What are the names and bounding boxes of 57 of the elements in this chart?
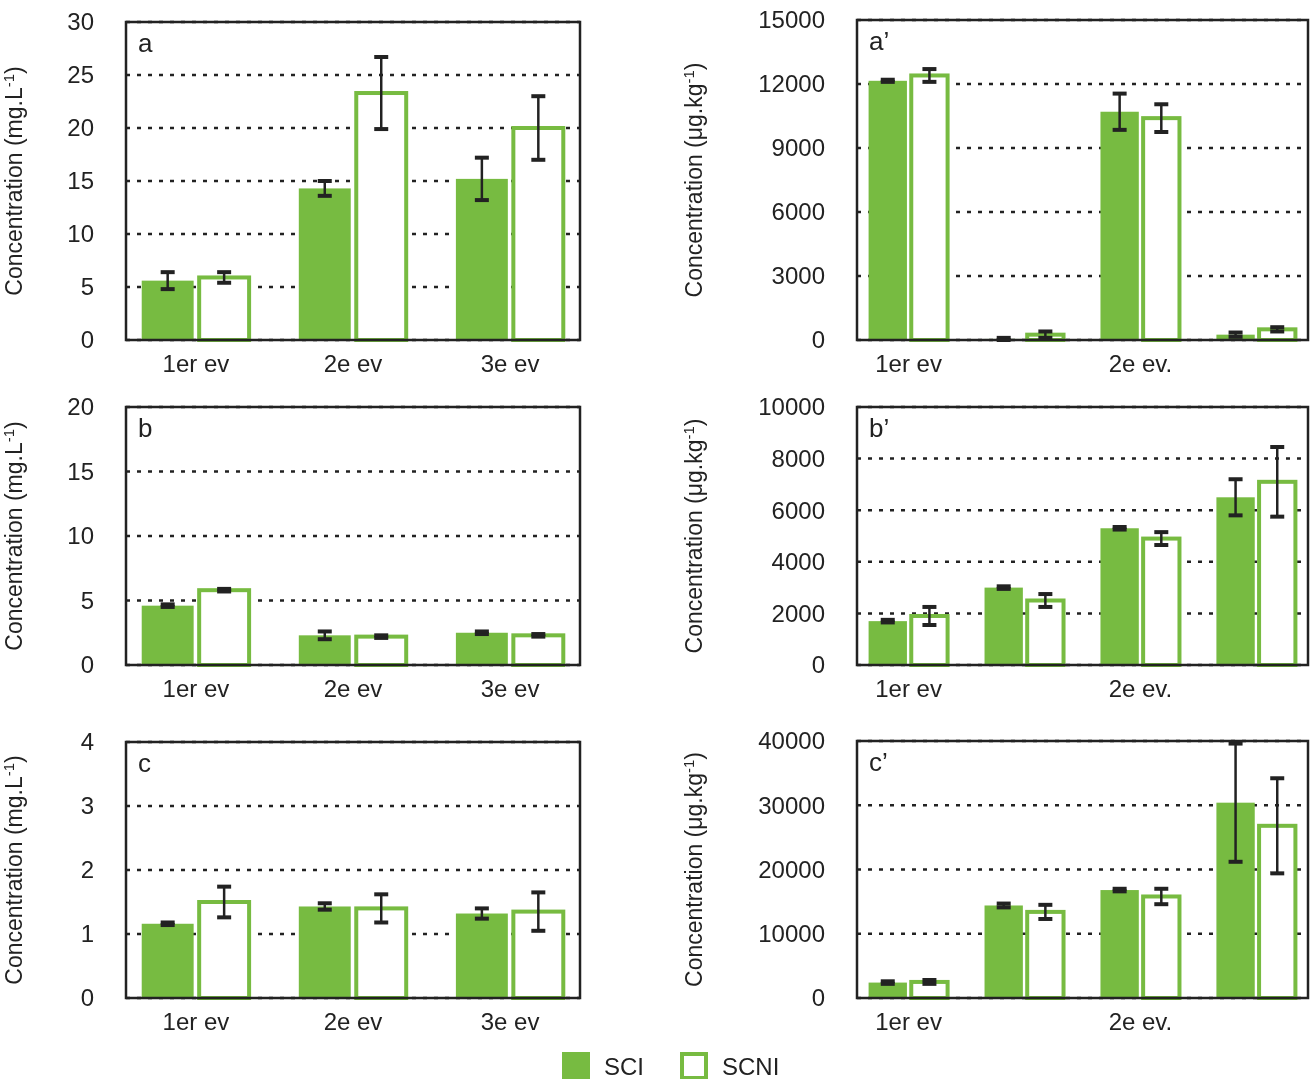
- y-tick-label: 1: [80, 920, 94, 948]
- x-tick-label: 2e ev.: [1108, 350, 1173, 377]
- y-tick-label: 10: [67, 522, 94, 550]
- chart-title: b: [138, 413, 153, 443]
- y-tick-label: 10000: [758, 393, 825, 421]
- y-tick-label: 0: [811, 651, 825, 679]
- chart-title: b’: [869, 413, 890, 443]
- y-tick-label: 5: [80, 273, 94, 301]
- y-tick-label: 20000: [758, 855, 825, 883]
- x-tick-label: 2e ev: [323, 675, 383, 702]
- y-tick-label: 4000: [771, 548, 825, 576]
- y-tick-label: 0: [80, 326, 94, 354]
- y-tick-label: 3000: [771, 262, 825, 290]
- x-tick-label: 1er ev: [162, 675, 230, 702]
- chart-title: c: [138, 748, 151, 778]
- chart-title: a’: [869, 26, 890, 56]
- x-tick-label: 1er ev: [162, 350, 230, 377]
- y-tick-label: 0: [80, 984, 94, 1012]
- y-tick-label: 10000: [758, 920, 825, 948]
- y-tick-label: 10: [67, 220, 94, 248]
- chart-title: c’: [869, 747, 888, 777]
- x-tick-label: 2e ev.: [1108, 1008, 1173, 1035]
- y-tick-label: 0: [80, 651, 94, 679]
- x-tick-label: 2e ev.: [1108, 675, 1173, 702]
- y-tick-label: 20: [67, 393, 94, 421]
- chart-title: a: [138, 28, 153, 58]
- y-tick-label: 2000: [771, 599, 825, 627]
- y-tick-label: 30: [67, 8, 94, 36]
- y-tick-label: 6000: [771, 198, 825, 226]
- x-tick-label: 2e ev: [323, 1008, 383, 1035]
- x-tick-label: 1er ev: [162, 1008, 230, 1035]
- x-tick-label: 1er ev: [875, 1008, 942, 1035]
- y-tick-label: 2: [80, 856, 94, 884]
- x-tick-label: 1er ev: [875, 350, 942, 377]
- y-tick-label: 15000: [758, 6, 825, 34]
- y-tick-label: 0: [811, 326, 825, 354]
- y-tick-label: 6000: [771, 496, 825, 524]
- y-tick-label: 15: [67, 167, 94, 195]
- x-tick-label: 1er ev: [875, 675, 942, 702]
- x-tick-label: 3e ev: [480, 350, 540, 377]
- legend-label: SCNI: [722, 1053, 780, 1079]
- y-tick-label: 9000: [771, 134, 825, 162]
- y-tick-label: 4: [80, 728, 94, 756]
- y-tick-label: 20: [67, 114, 94, 142]
- y-tick-label: 40000: [758, 727, 825, 755]
- legend-label: SCI: [604, 1053, 645, 1079]
- y-tick-label: 12000: [758, 70, 825, 98]
- y-tick-label: 0: [811, 984, 825, 1012]
- x-tick-label: 3e ev: [480, 1008, 540, 1035]
- y-tick-label: 15: [67, 457, 94, 485]
- y-tick-label: 3: [80, 792, 94, 820]
- y-tick-label: 5: [80, 586, 94, 614]
- x-tick-label: 2e ev: [323, 350, 383, 377]
- y-tick-label: 30000: [758, 791, 825, 819]
- y-tick-label: 8000: [771, 445, 825, 472]
- x-tick-label: 3e ev: [480, 675, 540, 702]
- y-tick-label: 25: [67, 61, 94, 89]
